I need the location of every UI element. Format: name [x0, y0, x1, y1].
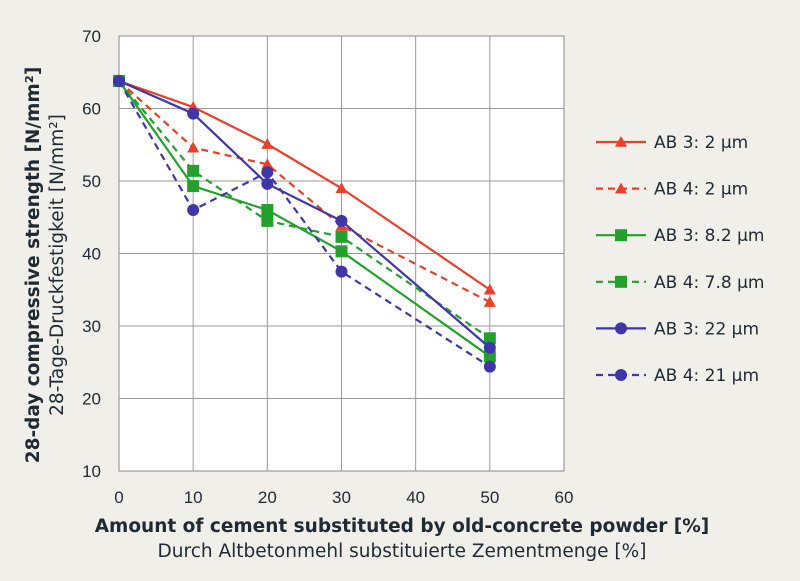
y-tick-label: 30 [82, 317, 101, 336]
ticks: 0 10 20 30 40 50 60 10 20 30 40 50 60 70 [82, 27, 573, 507]
x-axis-title: Amount of cement substituted by old-conc… [95, 516, 710, 537]
y-axis-title: 28-day compressive strength [N/mm²] [23, 67, 44, 464]
legend-label: AB 4: 2 µm [654, 180, 748, 200]
data-point [335, 214, 348, 227]
x-tick-label: 50 [480, 488, 499, 507]
data-point [187, 164, 200, 177]
legend-label: AB 3: 2 µm [654, 133, 748, 153]
data-point [335, 182, 348, 194]
y-tick-label: 60 [82, 100, 101, 119]
data-point [261, 204, 274, 216]
data-point [187, 204, 200, 216]
data-point [335, 245, 348, 258]
data-point [261, 158, 274, 170]
series-2 [113, 74, 496, 363]
legend-marker [615, 136, 627, 147]
data-point [335, 230, 348, 243]
legend-label: AB 4: 21 µm [654, 366, 759, 386]
y-tick-label: 50 [82, 172, 101, 191]
data-point [261, 214, 274, 227]
series-5 [113, 74, 496, 373]
legend-item: AB 3: 2 µm [596, 133, 748, 153]
x-tick-label: 40 [406, 488, 425, 507]
legend-item: AB 4: 21 µm [596, 366, 759, 386]
legend-marker [615, 369, 627, 381]
y-axis-subtitle: 28-Tage-Druckfestigkeit [N/mm²] [47, 114, 68, 416]
x-tick-label: 60 [555, 488, 574, 507]
data-point [483, 296, 496, 307]
legend-label: AB 4: 7.8 µm [654, 273, 764, 293]
x-axis-subtitle: Durch Altbetonmehl substituierte Zementm… [158, 541, 647, 562]
legend: AB 3: 2 µm AB 4: 2 µm AB 3: 8.2 µm AB 4: 7.… [596, 133, 764, 386]
y-tick-label: 40 [82, 245, 101, 264]
legend-marker [615, 322, 627, 335]
data-point [483, 332, 496, 345]
series-line [118, 80, 491, 304]
data-point [261, 177, 274, 190]
data-point [483, 350, 496, 363]
data-point [335, 265, 348, 278]
y-tick-label: 70 [82, 27, 101, 46]
data-point [261, 166, 274, 179]
legend-label: AB 3: 22 µm [654, 319, 759, 339]
data-point [261, 138, 274, 149]
legend-label: AB 3: 8.2 µm [654, 226, 764, 246]
legend-item: AB 4: 7.8 µm [596, 273, 764, 293]
legend-marker [615, 275, 627, 288]
legend-item: AB 4: 2 µm [596, 180, 748, 200]
legend-marker [615, 229, 627, 242]
legend-item: AB 3: 22 µm [596, 319, 759, 339]
x-tick-label: 20 [258, 488, 277, 507]
data-point [187, 107, 200, 120]
data-point [483, 360, 496, 373]
legend-marker [615, 182, 627, 194]
x-tick-label: 0 [114, 488, 123, 507]
data-point [113, 74, 125, 87]
legend-item: AB 3: 8.2 µm [596, 226, 764, 246]
data-point [483, 341, 496, 354]
x-tick-label: 10 [184, 488, 203, 507]
data-point [483, 283, 496, 295]
y-tick-label: 10 [82, 462, 101, 481]
data-point [187, 141, 200, 153]
x-tick-label: 30 [332, 488, 351, 507]
y-tick-label: 20 [82, 390, 101, 409]
series-layer [113, 74, 496, 373]
data-point [187, 180, 200, 193]
